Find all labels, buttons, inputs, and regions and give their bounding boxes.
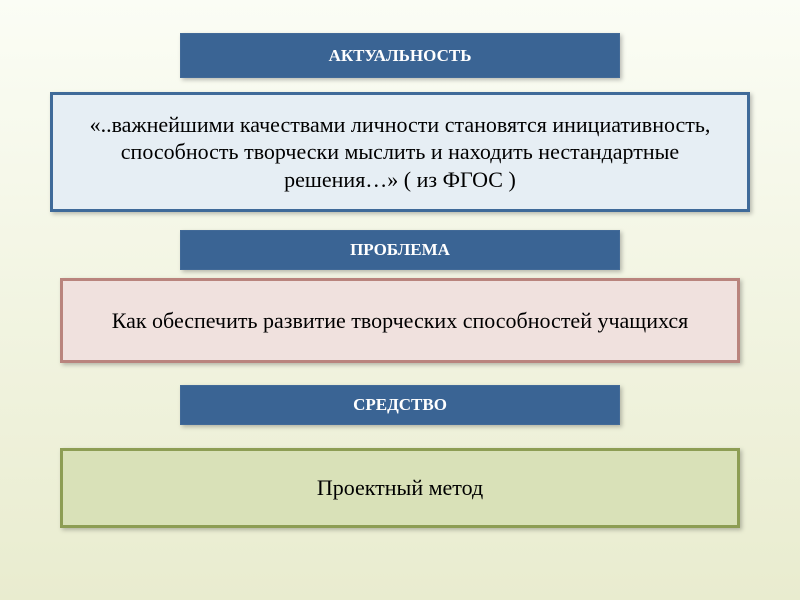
label-means: СРЕДСТВО bbox=[180, 385, 620, 425]
label-problem-text: ПРОБЛЕМА bbox=[350, 240, 450, 260]
label-problem: ПРОБЛЕМА bbox=[180, 230, 620, 270]
label-relevance: АКТУАЛЬНОСТЬ bbox=[180, 33, 620, 78]
panel-relevance-text: «..важнейшими качествами личности станов… bbox=[67, 111, 733, 194]
label-means-text: СРЕДСТВО bbox=[353, 395, 447, 415]
panel-means-text: Проектный метод bbox=[317, 474, 483, 502]
panel-problem: Как обеспечить развитие творческих спосо… bbox=[60, 278, 740, 363]
panel-problem-text: Как обеспечить развитие творческих спосо… bbox=[112, 307, 689, 335]
panel-relevance: «..важнейшими качествами личности станов… bbox=[50, 92, 750, 212]
panel-means: Проектный метод bbox=[60, 448, 740, 528]
label-relevance-text: АКТУАЛЬНОСТЬ bbox=[329, 46, 472, 66]
slide-canvas: АКТУАЛЬНОСТЬ «..важнейшими качествами ли… bbox=[0, 0, 800, 600]
